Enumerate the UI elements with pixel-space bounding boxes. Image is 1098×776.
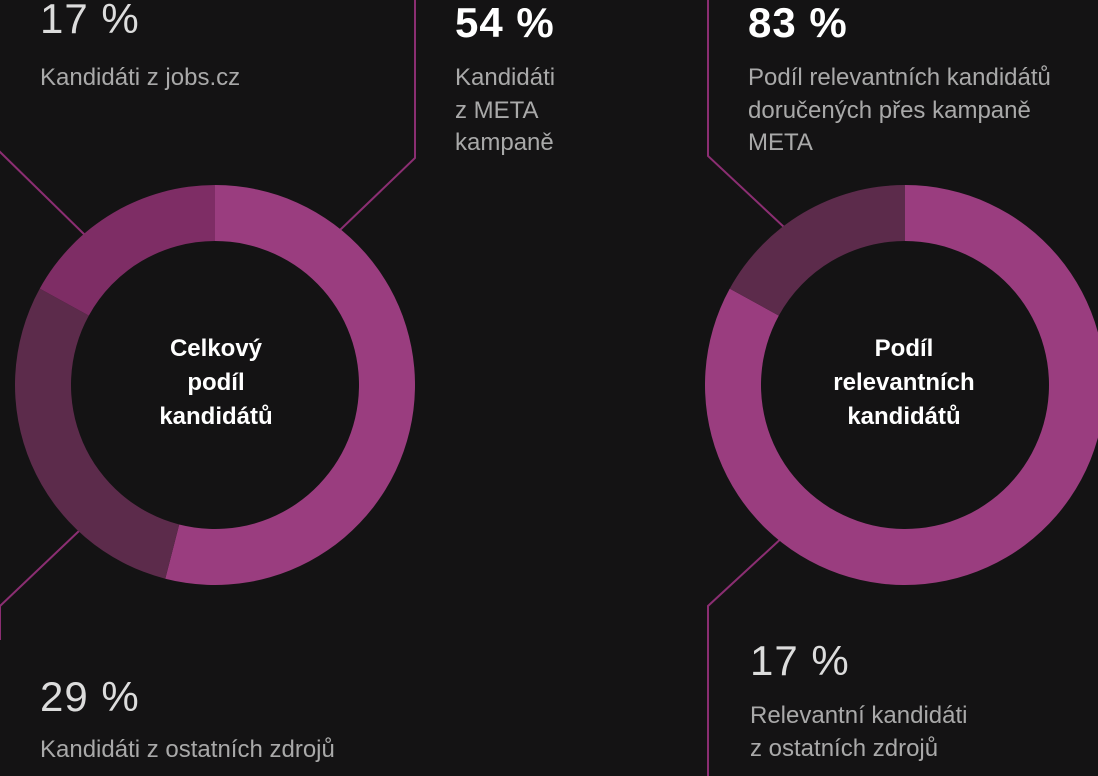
connector-other bbox=[0, 529, 81, 640]
connector-jobs bbox=[0, 150, 89, 239]
slice-meta-campaigns bbox=[165, 185, 416, 585]
connector-relevant-other bbox=[707, 534, 786, 776]
slice-relevant-other bbox=[729, 185, 905, 316]
connector-lines bbox=[0, 0, 786, 776]
stat-meta-label: Kandidáti z META kampaně bbox=[455, 64, 556, 157]
stat-relevant-other-label: Relevantní kandidáti z ostatních zdrojů bbox=[750, 702, 968, 762]
stat-meta-value: 54 % bbox=[455, 0, 555, 46]
stat-relevant-other: 17 % Relevantní kandidáti z ostatních zd… bbox=[750, 640, 967, 765]
connector-meta bbox=[339, 0, 416, 231]
stat-relevant-meta-label: Podíl relevantních kandidátů doručených … bbox=[748, 64, 1051, 157]
stat-relevant-meta: 83 % Podíl relevantních kandidátů doruče… bbox=[748, 2, 1051, 160]
donut-relevant-center-label: Podíl relevantních kandidátů bbox=[833, 335, 975, 431]
stat-other: 29 % Kandidáti z ostatních zdrojů bbox=[40, 676, 335, 767]
stat-relevant-other-value: 17 % bbox=[750, 637, 850, 684]
slice-other-sources bbox=[14, 288, 180, 579]
stat-jobs-value: 17 % bbox=[40, 0, 140, 42]
connector-relevant-meta bbox=[707, 0, 786, 229]
donut-total-center-label: Celkový podíl kandidátů bbox=[159, 335, 273, 431]
stat-jobs: 17 % Kandidáti z jobs.cz bbox=[40, 0, 240, 95]
stat-other-label: Kandidáti z ostatních zdrojů bbox=[40, 736, 335, 763]
slice-jobs-cz bbox=[39, 185, 215, 316]
stat-meta: 54 % Kandidáti z META kampaně bbox=[455, 2, 555, 160]
stat-relevant-meta-value: 83 % bbox=[748, 0, 848, 46]
donut-relevant-share bbox=[705, 185, 1098, 585]
stat-jobs-label: Kandidáti z jobs.cz bbox=[40, 64, 241, 91]
donut-total-share bbox=[14, 185, 416, 585]
stat-other-value: 29 % bbox=[40, 673, 140, 720]
